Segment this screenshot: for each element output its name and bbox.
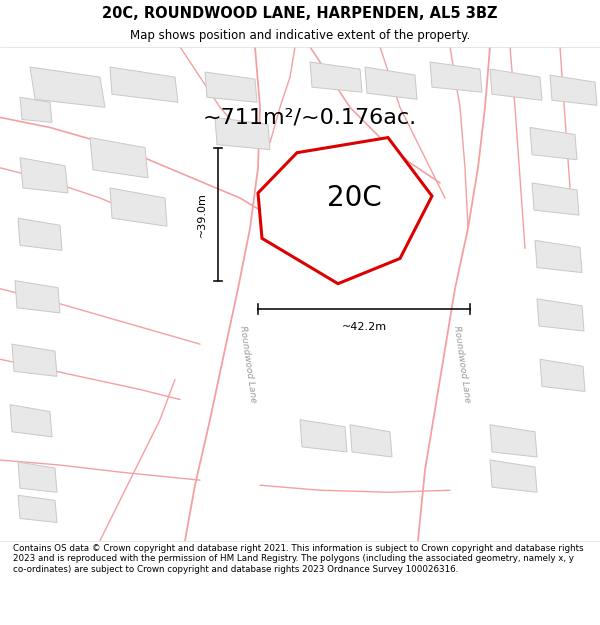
Polygon shape <box>18 462 57 492</box>
Polygon shape <box>430 62 482 92</box>
Text: ~42.2m: ~42.2m <box>341 322 386 332</box>
Polygon shape <box>365 67 417 99</box>
Polygon shape <box>205 72 257 102</box>
Polygon shape <box>310 62 362 92</box>
Text: ~711m²/~0.176ac.: ~711m²/~0.176ac. <box>203 107 417 127</box>
Polygon shape <box>325 203 372 234</box>
Polygon shape <box>90 138 148 178</box>
Polygon shape <box>490 69 542 100</box>
Polygon shape <box>10 404 52 437</box>
Text: Roundwood Lane: Roundwood Lane <box>238 325 258 403</box>
Polygon shape <box>300 420 347 452</box>
Text: Map shows position and indicative extent of the property.: Map shows position and indicative extent… <box>130 29 470 42</box>
Polygon shape <box>110 67 178 102</box>
Polygon shape <box>490 425 537 457</box>
Polygon shape <box>20 158 68 193</box>
Polygon shape <box>490 460 537 492</box>
Polygon shape <box>540 359 585 391</box>
Polygon shape <box>20 98 52 122</box>
Polygon shape <box>350 425 392 457</box>
Polygon shape <box>110 188 167 226</box>
Polygon shape <box>258 138 432 284</box>
Text: Roundwood Lane: Roundwood Lane <box>452 325 472 403</box>
Polygon shape <box>18 218 62 251</box>
Polygon shape <box>530 127 577 160</box>
Polygon shape <box>535 241 582 272</box>
Polygon shape <box>30 67 105 108</box>
Polygon shape <box>18 495 57 522</box>
Polygon shape <box>215 118 270 149</box>
Polygon shape <box>15 281 60 313</box>
Polygon shape <box>537 299 584 331</box>
Text: 20C: 20C <box>327 184 382 213</box>
Text: 20C, ROUNDWOOD LANE, HARPENDEN, AL5 3BZ: 20C, ROUNDWOOD LANE, HARPENDEN, AL5 3BZ <box>102 6 498 21</box>
Polygon shape <box>550 75 597 106</box>
Text: ~39.0m: ~39.0m <box>197 192 207 237</box>
Polygon shape <box>315 158 362 190</box>
Text: Contains OS data © Crown copyright and database right 2021. This information is : Contains OS data © Crown copyright and d… <box>13 544 584 574</box>
Polygon shape <box>12 344 57 376</box>
Polygon shape <box>532 183 579 215</box>
